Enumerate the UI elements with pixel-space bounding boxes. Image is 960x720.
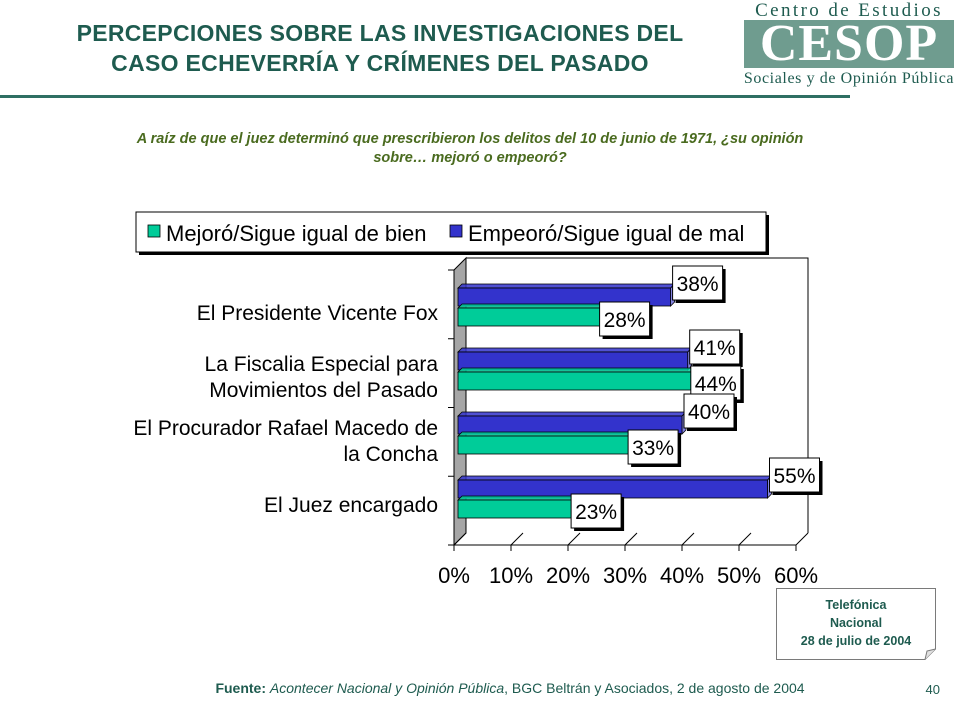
data-label: 33%: [632, 437, 674, 460]
bar-empeoro: [457, 347, 693, 371]
bar-mejoro-top: [457, 431, 648, 437]
logo-top-text: Centro de Estudios: [755, 0, 943, 21]
x-tick-label: 0%: [438, 563, 470, 588]
bar-empeoro-top: [457, 347, 693, 353]
category-label: El Presidente Vicente Fox: [197, 302, 439, 325]
logo-bottom-text: Sociales y de Opinión Pública: [743, 70, 955, 87]
survey-question: A raíz de que el juez determinó que pres…: [20, 130, 920, 168]
source-citation: Fuente: Acontecer Nacional y Opinión Púb…: [160, 680, 860, 696]
note-line-1: Telefónica: [825, 598, 887, 612]
title-line-1: PERCEPCIONES SOBRE LAS INVESTIGACIONES D…: [76, 20, 684, 46]
category-label: la Concha: [343, 443, 438, 466]
header-divider: [0, 95, 850, 98]
bar-empeoro-top: [457, 411, 687, 417]
x-axis-floor-line: [624, 532, 638, 546]
question-line-2: sobre… mejoró o empeoró?: [373, 150, 567, 166]
data-label-box: [627, 429, 679, 465]
legend-swatch-empeoro: [449, 224, 463, 238]
bar-empeoro: [457, 475, 773, 499]
data-label-box: [769, 457, 820, 493]
data-label: 23%: [575, 501, 617, 524]
bar-mejoro-front: [457, 371, 706, 391]
x-axis-floor-line: [453, 532, 467, 546]
data-label: 41%: [694, 337, 736, 360]
data-label: 44%: [695, 373, 737, 396]
logo-wordmark: CESOP: [744, 18, 954, 70]
data-label-box: [570, 493, 622, 529]
cesop-logo: Centro de Estudios CESOP Sociales y de O…: [738, 0, 960, 98]
bar-empeoro-top: [457, 475, 773, 481]
x-tick-label: 20%: [546, 563, 590, 588]
x-axis-floor-line: [681, 532, 695, 546]
bar-mejoro: [457, 367, 710, 391]
note-line-2: Nacional: [829, 616, 883, 630]
x-axis-floor-line: [510, 532, 524, 546]
category-label: Movimientos del Pasado: [209, 379, 438, 402]
category-label: El Procurador Rafael Macedo de: [133, 417, 438, 440]
source-label: Fuente:: [215, 680, 266, 696]
x-axis-floor-line: [795, 532, 809, 546]
bar-mejoro: [457, 303, 619, 327]
x-tick-label: 10%: [489, 563, 533, 588]
x-tick-label: 50%: [717, 563, 761, 588]
data-label-box: [599, 301, 651, 337]
legend-swatch-mejoro: [147, 224, 161, 238]
data-label-box: [689, 329, 741, 365]
bar-mejoro-top: [457, 495, 591, 501]
x-tick-label: 40%: [660, 563, 704, 588]
page-title: PERCEPCIONES SOBRE LAS INVESTIGACIONES D…: [40, 18, 720, 78]
question-line-1: A raíz de que el juez determinó que pres…: [136, 131, 804, 147]
data-label-box: [672, 265, 724, 301]
bar-mejoro-front: [457, 435, 643, 455]
page-number: 40: [925, 682, 940, 697]
data-label: 55%: [773, 465, 815, 488]
category-label: El Juez encargado: [264, 494, 438, 517]
x-tick-label: 60%: [774, 563, 818, 588]
x-axis-floor-line: [738, 532, 752, 546]
chart-back-wall: [466, 257, 809, 533]
data-label: 28%: [604, 309, 646, 332]
data-label-box: [683, 393, 735, 429]
source-details: , BGC Beltrán y Asociados, 2 de agosto d…: [504, 680, 805, 696]
bar-mejoro-top: [457, 367, 710, 373]
data-label: 40%: [688, 401, 730, 424]
note-text: Telefónica Nacional 28 de julio de 2004: [776, 596, 936, 650]
source-publication: Acontecer Nacional y Opinión Pública: [269, 680, 505, 696]
x-axis-floor-line: [567, 532, 581, 546]
bar-mejoro: [457, 495, 591, 519]
bar-empeoro-front: [457, 351, 689, 371]
survey-info-note: Telefónica Nacional 28 de julio de 2004: [776, 588, 936, 660]
bar-mejoro: [457, 431, 648, 455]
category-label: La Fiscalia Especial para: [205, 353, 439, 376]
note-line-3: 28 de julio de 2004: [800, 634, 912, 648]
legend-label-empeoro: Empeoró/Sigue igual de mal: [468, 221, 744, 246]
legend-label-mejoro: Mejoró/Sigue igual de bien: [166, 221, 427, 246]
bar-empeoro-top: [457, 283, 676, 289]
bar-mejoro-front: [457, 307, 615, 327]
title-line-2: CASO ECHEVERRÍA Y CRÍMENES DEL PASADO: [111, 50, 649, 76]
x-tick-label: 30%: [603, 563, 647, 588]
data-label: 38%: [677, 273, 719, 296]
bar-mejoro-front: [457, 499, 586, 519]
note-frame: [776, 588, 936, 660]
bar-mejoro-top: [457, 303, 619, 309]
